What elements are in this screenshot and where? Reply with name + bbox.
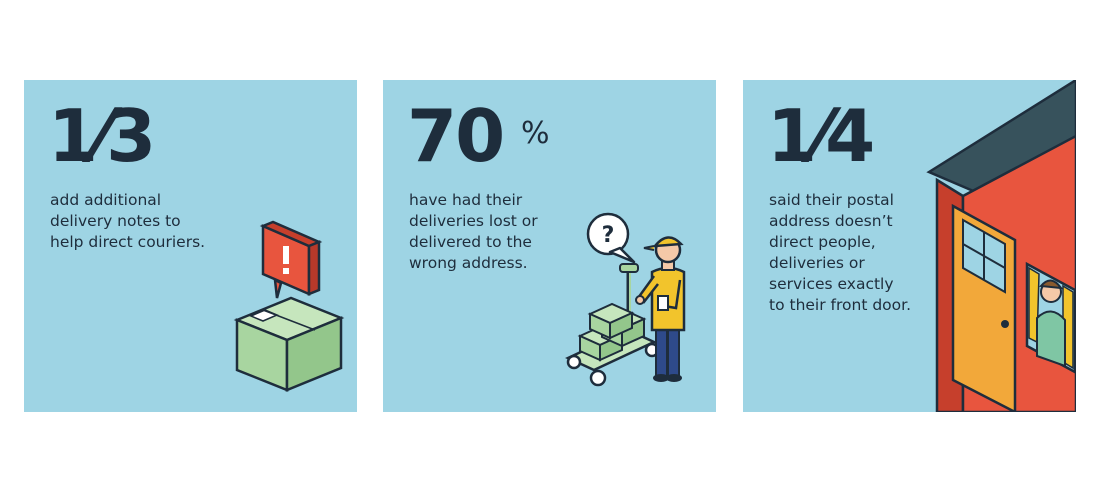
description-line: address doesn’t	[769, 212, 893, 230]
stat-card-postal-address: 1⁄4 said their postal address doesn’t di…	[743, 80, 1076, 412]
front-door-icon	[951, 203, 1017, 412]
stat-value: 70	[407, 94, 505, 178]
stat-description: have had their deliveries lost or delive…	[409, 190, 538, 274]
stat-value: 1⁄3	[48, 94, 156, 178]
description-line: to their front door.	[769, 296, 912, 314]
parcel-with-alert-icon	[233, 220, 345, 392]
description-line: delivery notes to	[50, 212, 181, 230]
stat-description: said their postal address doesn’t direct…	[769, 190, 911, 316]
description-line: deliveries or	[769, 254, 865, 272]
description-line: said their postal	[769, 191, 894, 209]
description-line: deliveries lost or	[409, 212, 538, 230]
courier-icon	[635, 236, 686, 382]
description-line: add additional	[50, 191, 162, 209]
stat-value: 1⁄4	[767, 94, 875, 178]
description-line: have had their	[409, 191, 523, 209]
courier-with-trolley-icon: ?	[565, 212, 686, 387]
stacked-boxes-icon	[577, 302, 647, 362]
stat-unit: %	[521, 116, 550, 151]
description-line: wrong address.	[409, 254, 528, 272]
question-bubble-icon: ?	[586, 212, 636, 264]
stat-card-lost-deliveries: 70 % have had their deliveries lost or d…	[383, 80, 716, 412]
stat-card-notes: 1⁄3 add additional delivery notes to hel…	[24, 80, 357, 412]
description-line: services exactly	[769, 275, 894, 293]
window-with-person-icon	[1025, 261, 1076, 374]
question-mark-text: ?	[602, 223, 615, 248]
alert-bubble-icon	[259, 220, 323, 299]
description-line: delivered to the	[409, 233, 532, 251]
house-icon	[926, 80, 1076, 412]
description-line: direct people,	[769, 233, 876, 251]
description-line: help direct couriers.	[50, 233, 206, 251]
stat-description: add additional delivery notes to help di…	[50, 190, 205, 253]
parcel-box-icon	[233, 296, 345, 392]
